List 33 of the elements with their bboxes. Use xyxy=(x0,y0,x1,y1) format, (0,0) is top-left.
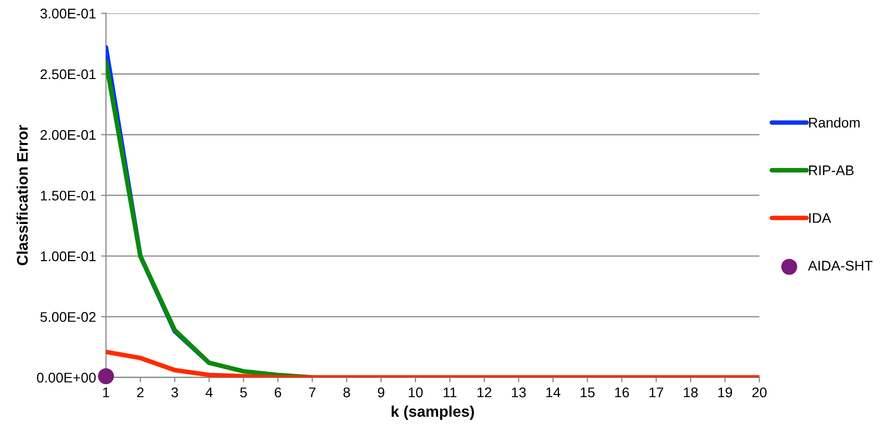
x-tick-label: 16 xyxy=(615,387,629,398)
legend-label: AIDA-SHT xyxy=(808,260,872,271)
x-tick-label: 7 xyxy=(309,388,316,398)
y-tick-label: 0.00E+00 xyxy=(36,372,96,383)
x-tick-label: 20 xyxy=(752,387,767,398)
legend-label: Random xyxy=(809,117,860,128)
x-tick-label: 19 xyxy=(718,387,732,398)
y-tick-label: 5.00E-02 xyxy=(40,312,96,322)
x-tick-label: 9 xyxy=(378,387,384,398)
y-axis-title: Classification Error xyxy=(16,125,28,266)
x-tick-label: 11 xyxy=(444,388,456,398)
x-tick-label: 13 xyxy=(512,387,526,398)
y-tick-label: 2.50E-01 xyxy=(40,69,96,80)
x-tick-label: 1 xyxy=(103,388,110,398)
y-tick-label: 1.50E-01 xyxy=(40,190,96,201)
x-axis-title: k (samples) xyxy=(392,406,474,420)
x-tick-label: 10 xyxy=(408,387,423,398)
y-tick-label: 3.00E-01 xyxy=(40,8,96,18)
x-tick-label: 12 xyxy=(478,387,492,398)
x-tick-label: 15 xyxy=(580,388,595,398)
x-tick-label: 4 xyxy=(206,388,213,398)
legend-label: RIP-AB xyxy=(809,166,854,176)
x-tick-label: 8 xyxy=(343,387,350,398)
x-tick-label: 18 xyxy=(684,387,698,398)
x-tick-label: 17 xyxy=(650,388,664,398)
x-tick-label: 5 xyxy=(240,388,247,398)
y-tick-label: 2.00E-01 xyxy=(40,130,96,140)
x-tick-label: 3 xyxy=(171,387,178,398)
x-tick-label: 6 xyxy=(274,387,282,398)
legend-label: IDA xyxy=(809,213,832,223)
y-tick-label: 1.00E-01 xyxy=(40,251,96,262)
x-tick-label: 2 xyxy=(137,387,144,398)
x-tick-label: 14 xyxy=(546,388,560,398)
